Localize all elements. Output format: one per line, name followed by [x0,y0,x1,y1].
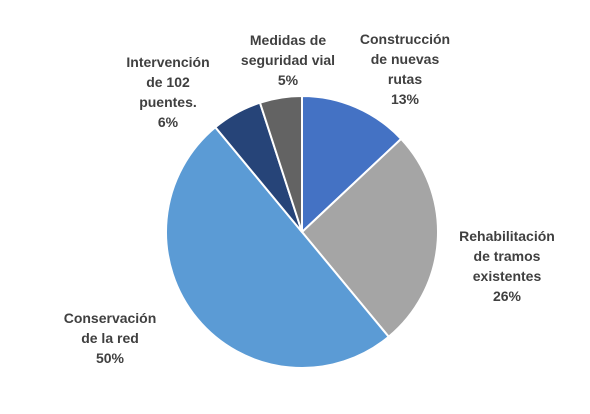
slice-label-conservacion: Conservación de la red 50% [55,308,165,368]
slice-label-line: de tramos [473,248,541,264]
slice-label-construccion: Construcción de nuevas rutas 13% [355,29,455,109]
slice-label-line: de 102 [146,74,190,90]
slice-value-label: 50% [95,350,125,366]
slice-label-line: existentes [472,268,542,284]
slice-value-label: 6% [157,114,179,130]
slice-label-line: rutas [387,71,423,87]
slice-label-intervencion: Intervención de 102 puentes. 6% [118,52,218,132]
pie-slice-conservacion [165,126,390,369]
slice-label-line: Construcción [359,31,451,47]
slice-label-line: de nuevas [370,51,440,67]
pie-slice-rehabilitacion [301,137,439,338]
slice-value-label: 5% [277,72,299,88]
slice-value-label: 26% [492,288,522,304]
slice-value-label: 13% [390,91,420,107]
slice-label-medidas: Medidas de seguridad vial 5% [232,30,344,90]
slice-label-rehabilitacion: Rehabilitación de tramos existentes 26% [452,226,562,306]
slice-label-line: Rehabilitación [459,228,555,244]
pie-slice-construccion [301,95,403,233]
slice-label-line: seguridad vial [240,52,336,68]
slice-label-line: Medidas de [249,32,327,48]
pie-slice-medidas-de [258,95,303,233]
slice-label-line: de la red [81,330,139,346]
slice-label-line: puentes. [139,94,197,110]
slice-label-line: Intervención [126,54,210,70]
slice-label-line: Conservación [63,310,157,326]
